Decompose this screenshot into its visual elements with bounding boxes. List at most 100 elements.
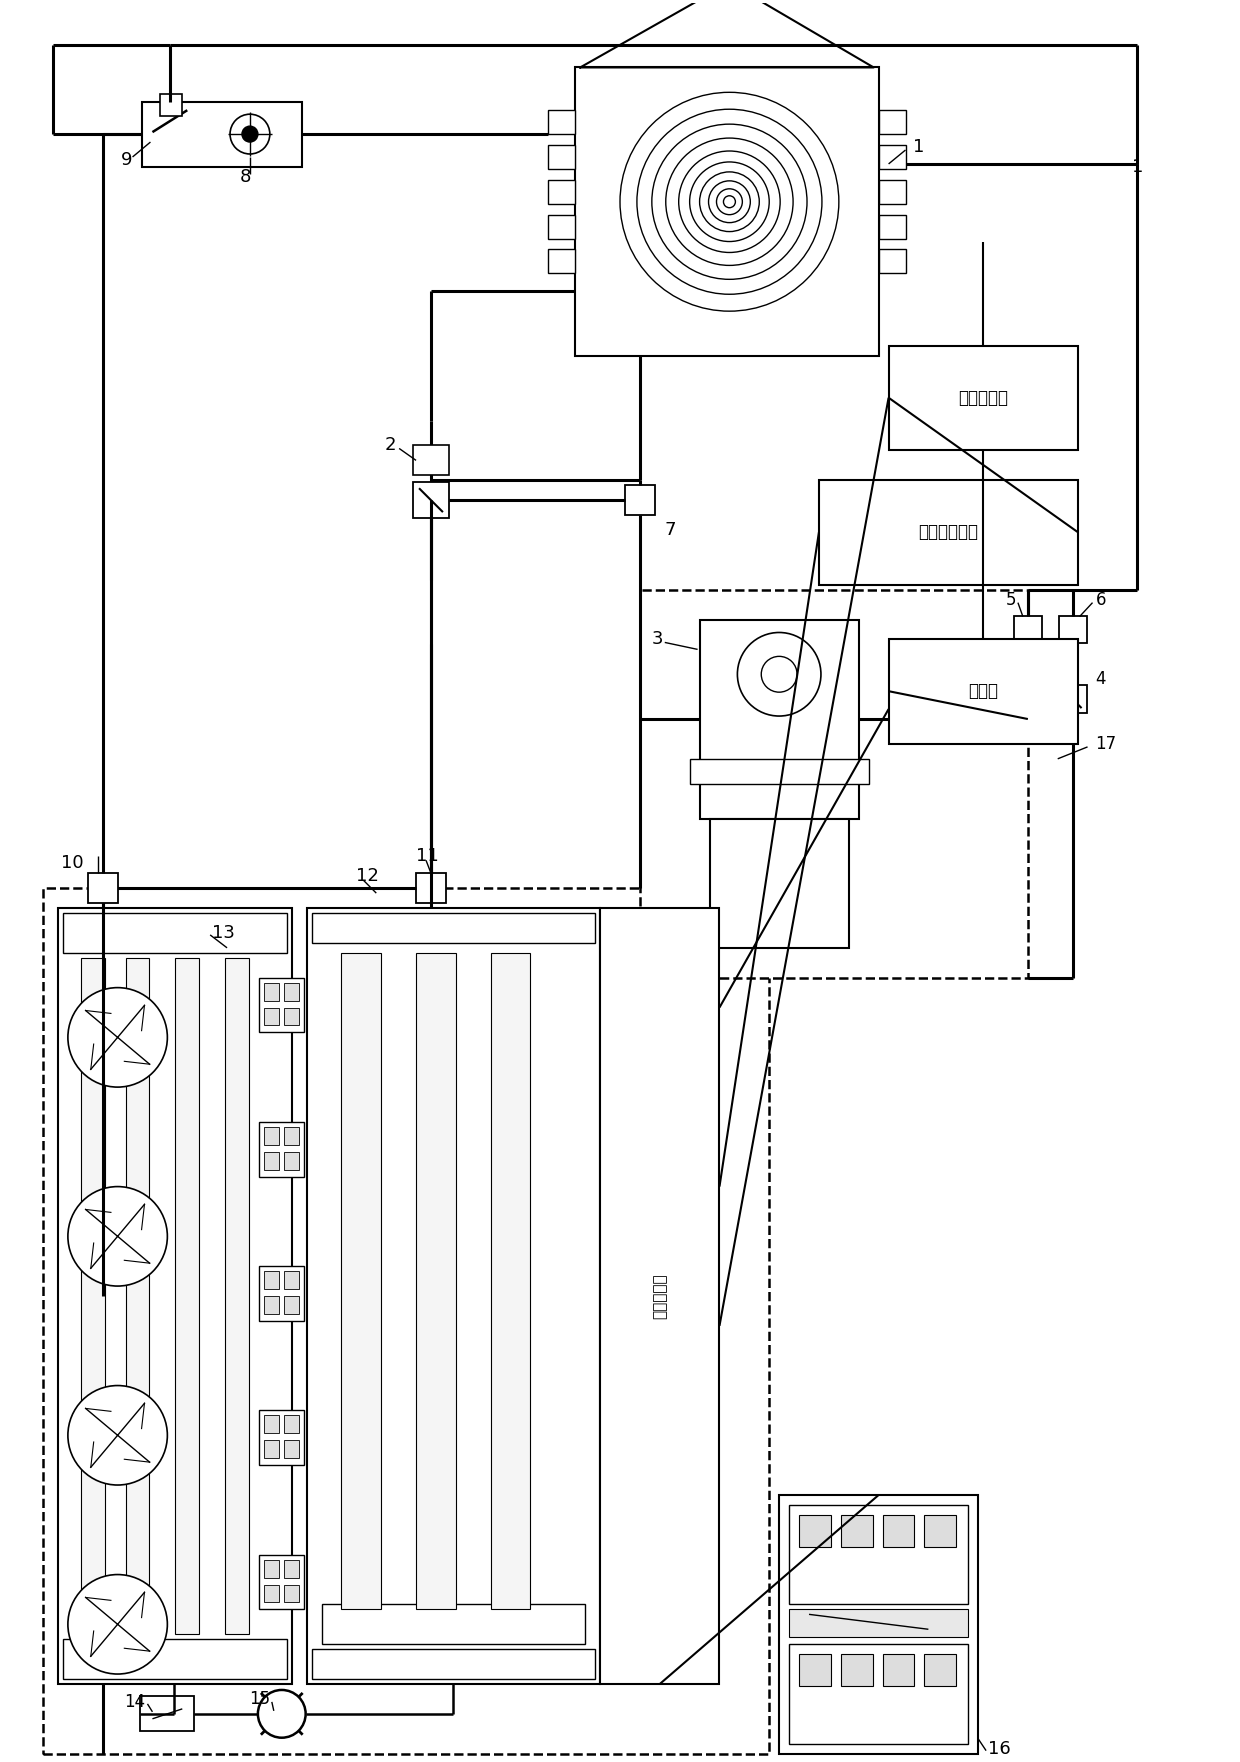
Bar bbox=[63, 913, 286, 953]
Bar bbox=[264, 1415, 279, 1433]
Bar bbox=[417, 953, 456, 1609]
Text: 17: 17 bbox=[1095, 735, 1117, 752]
Bar bbox=[603, 1122, 647, 1177]
Bar bbox=[879, 250, 905, 273]
Bar bbox=[341, 953, 381, 1609]
Bar bbox=[413, 483, 449, 518]
Bar bbox=[889, 345, 1078, 451]
Bar bbox=[284, 1270, 299, 1290]
Bar bbox=[818, 481, 1078, 585]
Text: 4: 4 bbox=[1095, 670, 1106, 689]
Bar bbox=[627, 1297, 642, 1314]
Bar bbox=[789, 1505, 968, 1605]
Bar bbox=[779, 1494, 978, 1753]
Circle shape bbox=[242, 127, 258, 143]
Text: 配电控制柜: 配电控制柜 bbox=[959, 389, 1008, 407]
Bar bbox=[575, 67, 879, 356]
Bar bbox=[627, 1152, 642, 1170]
Bar bbox=[43, 888, 769, 1753]
Bar bbox=[627, 1584, 642, 1602]
Bar bbox=[879, 111, 905, 134]
Text: 1: 1 bbox=[1132, 159, 1143, 176]
Bar bbox=[284, 1415, 299, 1433]
Bar bbox=[259, 978, 304, 1033]
Circle shape bbox=[652, 123, 807, 280]
Circle shape bbox=[738, 633, 821, 715]
Text: 15: 15 bbox=[249, 1690, 270, 1707]
Bar bbox=[306, 907, 600, 1684]
Bar bbox=[264, 1584, 279, 1602]
Circle shape bbox=[231, 115, 270, 153]
Bar bbox=[608, 1559, 622, 1577]
Circle shape bbox=[678, 152, 780, 252]
Text: 12: 12 bbox=[356, 867, 379, 885]
Bar bbox=[608, 1584, 622, 1602]
Bar bbox=[88, 874, 118, 904]
Bar bbox=[259, 1267, 304, 1322]
Circle shape bbox=[717, 189, 743, 215]
Text: 14: 14 bbox=[124, 1693, 145, 1711]
Circle shape bbox=[761, 657, 797, 692]
Bar bbox=[259, 1410, 304, 1466]
Bar bbox=[841, 1515, 873, 1547]
Bar bbox=[608, 1008, 622, 1025]
Text: 6: 6 bbox=[1095, 590, 1106, 608]
Bar bbox=[259, 1122, 304, 1177]
Bar bbox=[284, 1297, 299, 1314]
Bar bbox=[600, 907, 719, 1684]
Bar bbox=[889, 640, 1078, 744]
Bar bbox=[1014, 615, 1042, 643]
Bar bbox=[417, 874, 446, 904]
Bar bbox=[284, 1152, 299, 1170]
Bar bbox=[789, 1644, 968, 1744]
Bar bbox=[883, 1515, 914, 1547]
Bar bbox=[924, 1515, 956, 1547]
Circle shape bbox=[68, 988, 167, 1087]
Text: 3: 3 bbox=[651, 631, 662, 648]
Bar bbox=[608, 1440, 622, 1459]
Text: 13: 13 bbox=[212, 923, 236, 943]
Bar bbox=[311, 913, 595, 943]
Bar bbox=[63, 1639, 286, 1679]
Circle shape bbox=[68, 1575, 167, 1674]
Bar bbox=[709, 819, 849, 948]
Bar bbox=[608, 1297, 622, 1314]
Circle shape bbox=[723, 196, 735, 208]
Bar bbox=[143, 102, 301, 167]
Bar bbox=[284, 1584, 299, 1602]
Bar bbox=[627, 1415, 642, 1433]
Bar bbox=[284, 983, 299, 1001]
Circle shape bbox=[68, 1186, 167, 1286]
Bar bbox=[608, 983, 622, 1001]
Bar bbox=[548, 111, 575, 134]
Bar bbox=[175, 959, 200, 1633]
Bar bbox=[841, 1655, 873, 1686]
Bar bbox=[1059, 685, 1086, 714]
Text: 8: 8 bbox=[241, 167, 252, 185]
Text: 2: 2 bbox=[384, 437, 396, 455]
Text: 空调电控盒: 空调电控盒 bbox=[652, 1274, 667, 1318]
Bar bbox=[640, 590, 1028, 978]
Circle shape bbox=[708, 181, 750, 222]
Bar bbox=[879, 180, 905, 204]
Text: 16: 16 bbox=[988, 1739, 1011, 1758]
Text: 柴油发电机组: 柴油发电机组 bbox=[919, 523, 978, 541]
Bar bbox=[548, 144, 575, 169]
Circle shape bbox=[258, 1690, 305, 1737]
Text: 变频器: 变频器 bbox=[968, 682, 998, 700]
Bar bbox=[264, 1128, 279, 1145]
Bar bbox=[284, 1128, 299, 1145]
Bar bbox=[608, 1152, 622, 1170]
Circle shape bbox=[689, 162, 769, 241]
Bar bbox=[264, 1152, 279, 1170]
Bar bbox=[264, 1008, 279, 1025]
Bar bbox=[548, 250, 575, 273]
Bar bbox=[284, 1008, 299, 1025]
Bar bbox=[413, 446, 449, 476]
Bar bbox=[627, 1270, 642, 1290]
Text: 5: 5 bbox=[1006, 590, 1016, 608]
Bar bbox=[264, 983, 279, 1001]
Bar bbox=[608, 1128, 622, 1145]
Text: 10: 10 bbox=[61, 855, 83, 872]
Bar bbox=[160, 95, 182, 116]
